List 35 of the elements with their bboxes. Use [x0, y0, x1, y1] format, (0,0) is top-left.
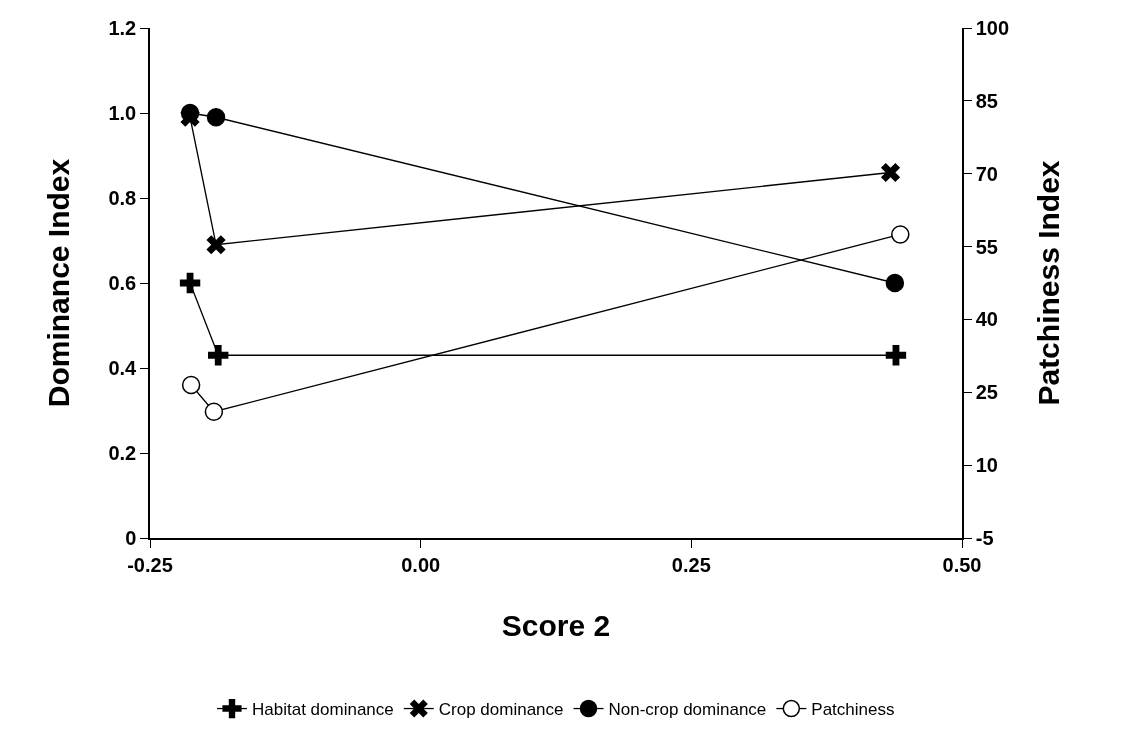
point	[885, 345, 907, 366]
y-tick-label: 1.2	[108, 17, 137, 39]
x-tick-label: -0.25	[127, 553, 173, 576]
legend-label: Non-crop dominance	[608, 700, 767, 720]
legend-label: Habitat dominance	[252, 700, 394, 720]
point	[891, 225, 910, 244]
point	[204, 402, 224, 421]
point	[885, 273, 905, 293]
y-tick-label: 0.2	[108, 442, 137, 464]
y-tick-label: 0.4	[108, 357, 138, 379]
x-axis-title: Score 2	[501, 608, 611, 642]
x-tick-label: 0.25	[671, 553, 711, 576]
x-tick-label: 0.50	[942, 553, 982, 576]
point	[206, 108, 226, 127]
point	[208, 345, 229, 366]
point	[880, 162, 901, 183]
y2-tick-label: 10	[975, 454, 998, 477]
y2-tick-label: -5	[975, 527, 994, 549]
y2-tick-label: 25	[975, 381, 998, 404]
y2-tick-label: 100	[975, 17, 1010, 39]
point	[181, 375, 201, 395]
y2-tick-label: 55	[975, 235, 998, 258]
legend-label: Patchiness	[811, 700, 895, 720]
point	[206, 235, 226, 255]
legend-label: Crop dominance	[438, 700, 564, 720]
y2-tick-label: 85	[975, 89, 998, 112]
x-tick-label: 0.00	[401, 553, 441, 576]
y2-tick-label: 40	[975, 308, 998, 331]
y-tick-label: 0.8	[108, 187, 137, 209]
y-axis-title: Dominance Index	[41, 158, 75, 408]
y-tick-label: 0	[125, 527, 137, 549]
y-tick-label: 1.0	[108, 102, 137, 124]
y2-axis-title: Patchiness Index	[1032, 160, 1066, 406]
y2-tick-label: 70	[975, 162, 998, 185]
y-tick-label: 0.6	[108, 272, 137, 294]
